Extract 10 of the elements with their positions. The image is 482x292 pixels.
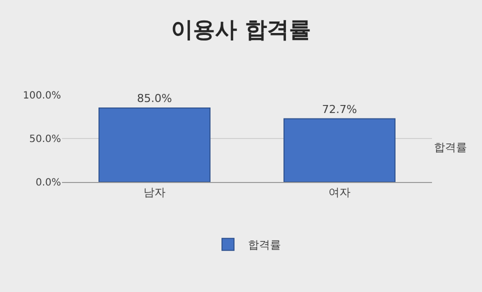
y-tick-label: 100.0%	[22, 90, 61, 102]
data-label: 85.0%	[137, 92, 172, 106]
data-label: 72.7%	[322, 102, 357, 116]
y-tick-label: 50.0%	[29, 134, 61, 145]
x-tick-label: 남자	[144, 186, 166, 200]
text: 합격률	[434, 141, 467, 154]
y-tick-label: 0.0%	[36, 178, 61, 188]
legend-label: 합격률	[248, 238, 281, 252]
chart-title: 이용사 합격률	[171, 18, 311, 43]
x-tick-label: 여자	[328, 186, 350, 200]
